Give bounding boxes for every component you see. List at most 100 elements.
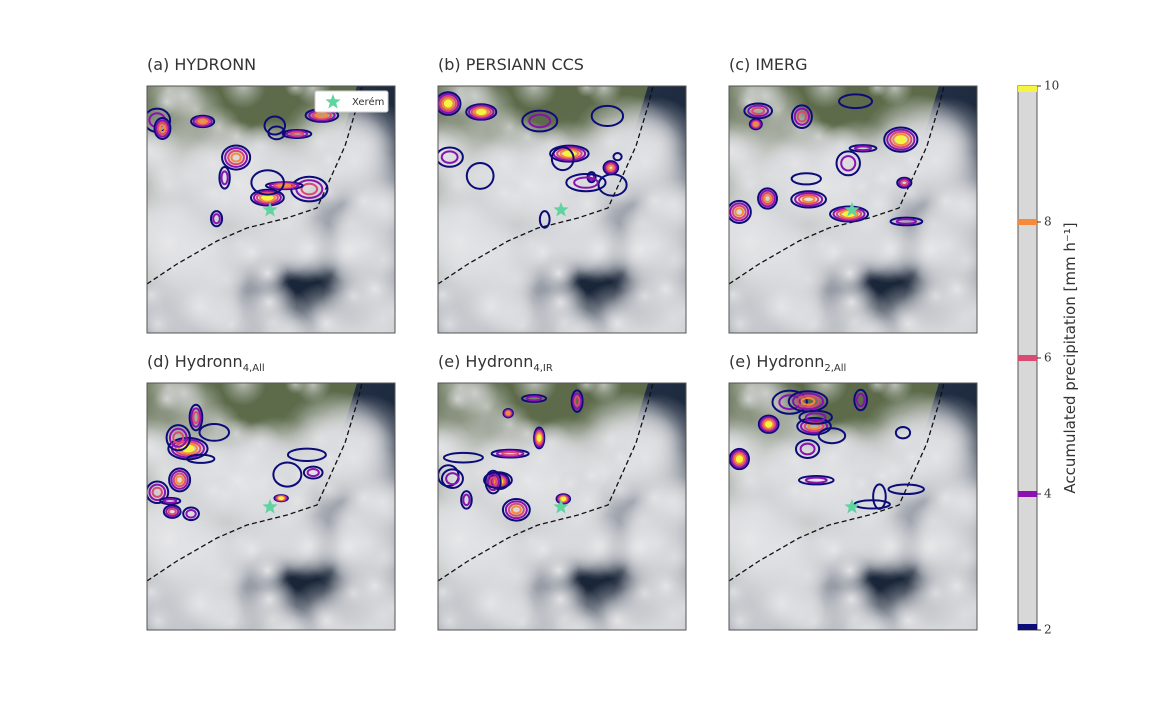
precip-contour xyxy=(751,120,761,128)
precip-contour xyxy=(761,417,776,431)
precip-contour xyxy=(158,123,167,133)
precip-contour xyxy=(565,172,607,193)
precip-contour xyxy=(801,195,816,204)
precip-contour xyxy=(484,469,502,495)
panel-frame xyxy=(146,85,396,334)
xerem-marker xyxy=(844,499,860,514)
precip-contour xyxy=(188,403,204,432)
cloud xyxy=(735,385,762,413)
precip-contour xyxy=(197,118,208,125)
map-panel xyxy=(729,86,977,333)
precip-contour xyxy=(490,448,530,459)
precip-contour xyxy=(168,467,192,493)
precip-contour xyxy=(734,453,745,465)
precip-contour xyxy=(220,170,229,186)
precip-contour xyxy=(752,121,759,127)
title-text: (d) Hydronn xyxy=(147,352,243,371)
precip-contour xyxy=(790,172,822,186)
cloud xyxy=(487,176,522,210)
title-text: (e) Hydronn xyxy=(729,352,824,371)
cloud xyxy=(866,383,888,395)
panel-frame xyxy=(146,382,396,631)
precip-contour xyxy=(570,389,584,413)
precip-contour xyxy=(757,414,780,434)
panel-title: (b) PERSIANN CCS xyxy=(438,55,584,74)
colorbar-level xyxy=(1018,219,1037,225)
precip-contour xyxy=(285,130,309,138)
cloud xyxy=(224,431,277,484)
xerem-marker xyxy=(262,499,278,514)
precip-contour xyxy=(182,506,200,522)
cloud xyxy=(247,549,288,591)
precip-contour xyxy=(759,189,776,208)
precip-contour xyxy=(751,106,766,116)
cloud xyxy=(444,385,471,413)
precip-contour xyxy=(602,160,620,176)
precip-contour xyxy=(778,394,801,411)
precip-contour xyxy=(748,118,763,131)
precip-contour xyxy=(278,496,285,501)
precip-contour xyxy=(286,447,327,462)
precip-contour xyxy=(438,146,464,168)
precip-contour xyxy=(750,119,762,130)
cloud xyxy=(196,473,231,507)
cloud xyxy=(220,86,267,109)
cloud xyxy=(284,281,370,333)
precip-contour xyxy=(853,145,873,152)
precip-contour xyxy=(221,144,252,171)
coastline xyxy=(729,383,945,582)
cloud xyxy=(515,431,568,484)
precip-contour xyxy=(835,150,861,177)
precip-contour xyxy=(289,131,305,137)
panel-frame xyxy=(728,85,978,334)
precip-contour xyxy=(476,108,487,116)
precip-contour xyxy=(730,449,749,469)
precip-contour xyxy=(174,440,202,457)
precip-contour xyxy=(887,483,925,496)
coastline xyxy=(729,86,945,285)
cloud xyxy=(153,385,180,413)
colorbar-label: Accumulated precipitation xyxy=(1061,296,1079,493)
cloud xyxy=(556,469,584,498)
cloud xyxy=(438,156,487,211)
precip-contour xyxy=(853,388,868,412)
precip-contour xyxy=(894,425,912,440)
precip-contour xyxy=(840,155,857,172)
cloud xyxy=(847,469,875,498)
precip-contour xyxy=(799,442,816,456)
precip-contour xyxy=(501,498,531,522)
precip-contour xyxy=(255,191,279,204)
precip-contour xyxy=(734,207,745,217)
coastline xyxy=(147,383,363,582)
precip-contour xyxy=(440,150,459,164)
precip-contour xyxy=(797,474,835,486)
precip-contour xyxy=(501,450,520,457)
precip-contour xyxy=(185,509,197,519)
panel-title: (e) Hydronn2,All xyxy=(729,352,846,374)
precip-contour xyxy=(791,392,825,411)
precip-contour xyxy=(607,164,615,171)
panel-title: (e) Hydronn4,IR xyxy=(438,352,553,374)
precip-contour xyxy=(525,395,543,402)
precip-contour xyxy=(771,389,808,415)
cloud xyxy=(575,281,661,333)
xerem-marker xyxy=(844,202,860,217)
precip-contour xyxy=(465,103,498,121)
cloud xyxy=(806,134,859,187)
precip-contour xyxy=(732,451,747,467)
precip-contour xyxy=(729,199,752,224)
cloud xyxy=(778,473,813,507)
precip-contour xyxy=(230,152,242,163)
precip-contour xyxy=(172,431,185,445)
cloud xyxy=(866,578,952,630)
cloud xyxy=(538,549,579,591)
precip-contour xyxy=(195,117,211,126)
precip-contour xyxy=(165,506,180,518)
legend-label: Xerém xyxy=(352,96,384,108)
panel-frame xyxy=(437,382,687,631)
colorbar-unit: [mm h⁻¹] xyxy=(1061,222,1079,296)
cloud xyxy=(829,549,870,591)
precip-contour xyxy=(467,104,495,120)
precip-contour xyxy=(883,126,919,153)
precip-contour xyxy=(167,507,177,516)
